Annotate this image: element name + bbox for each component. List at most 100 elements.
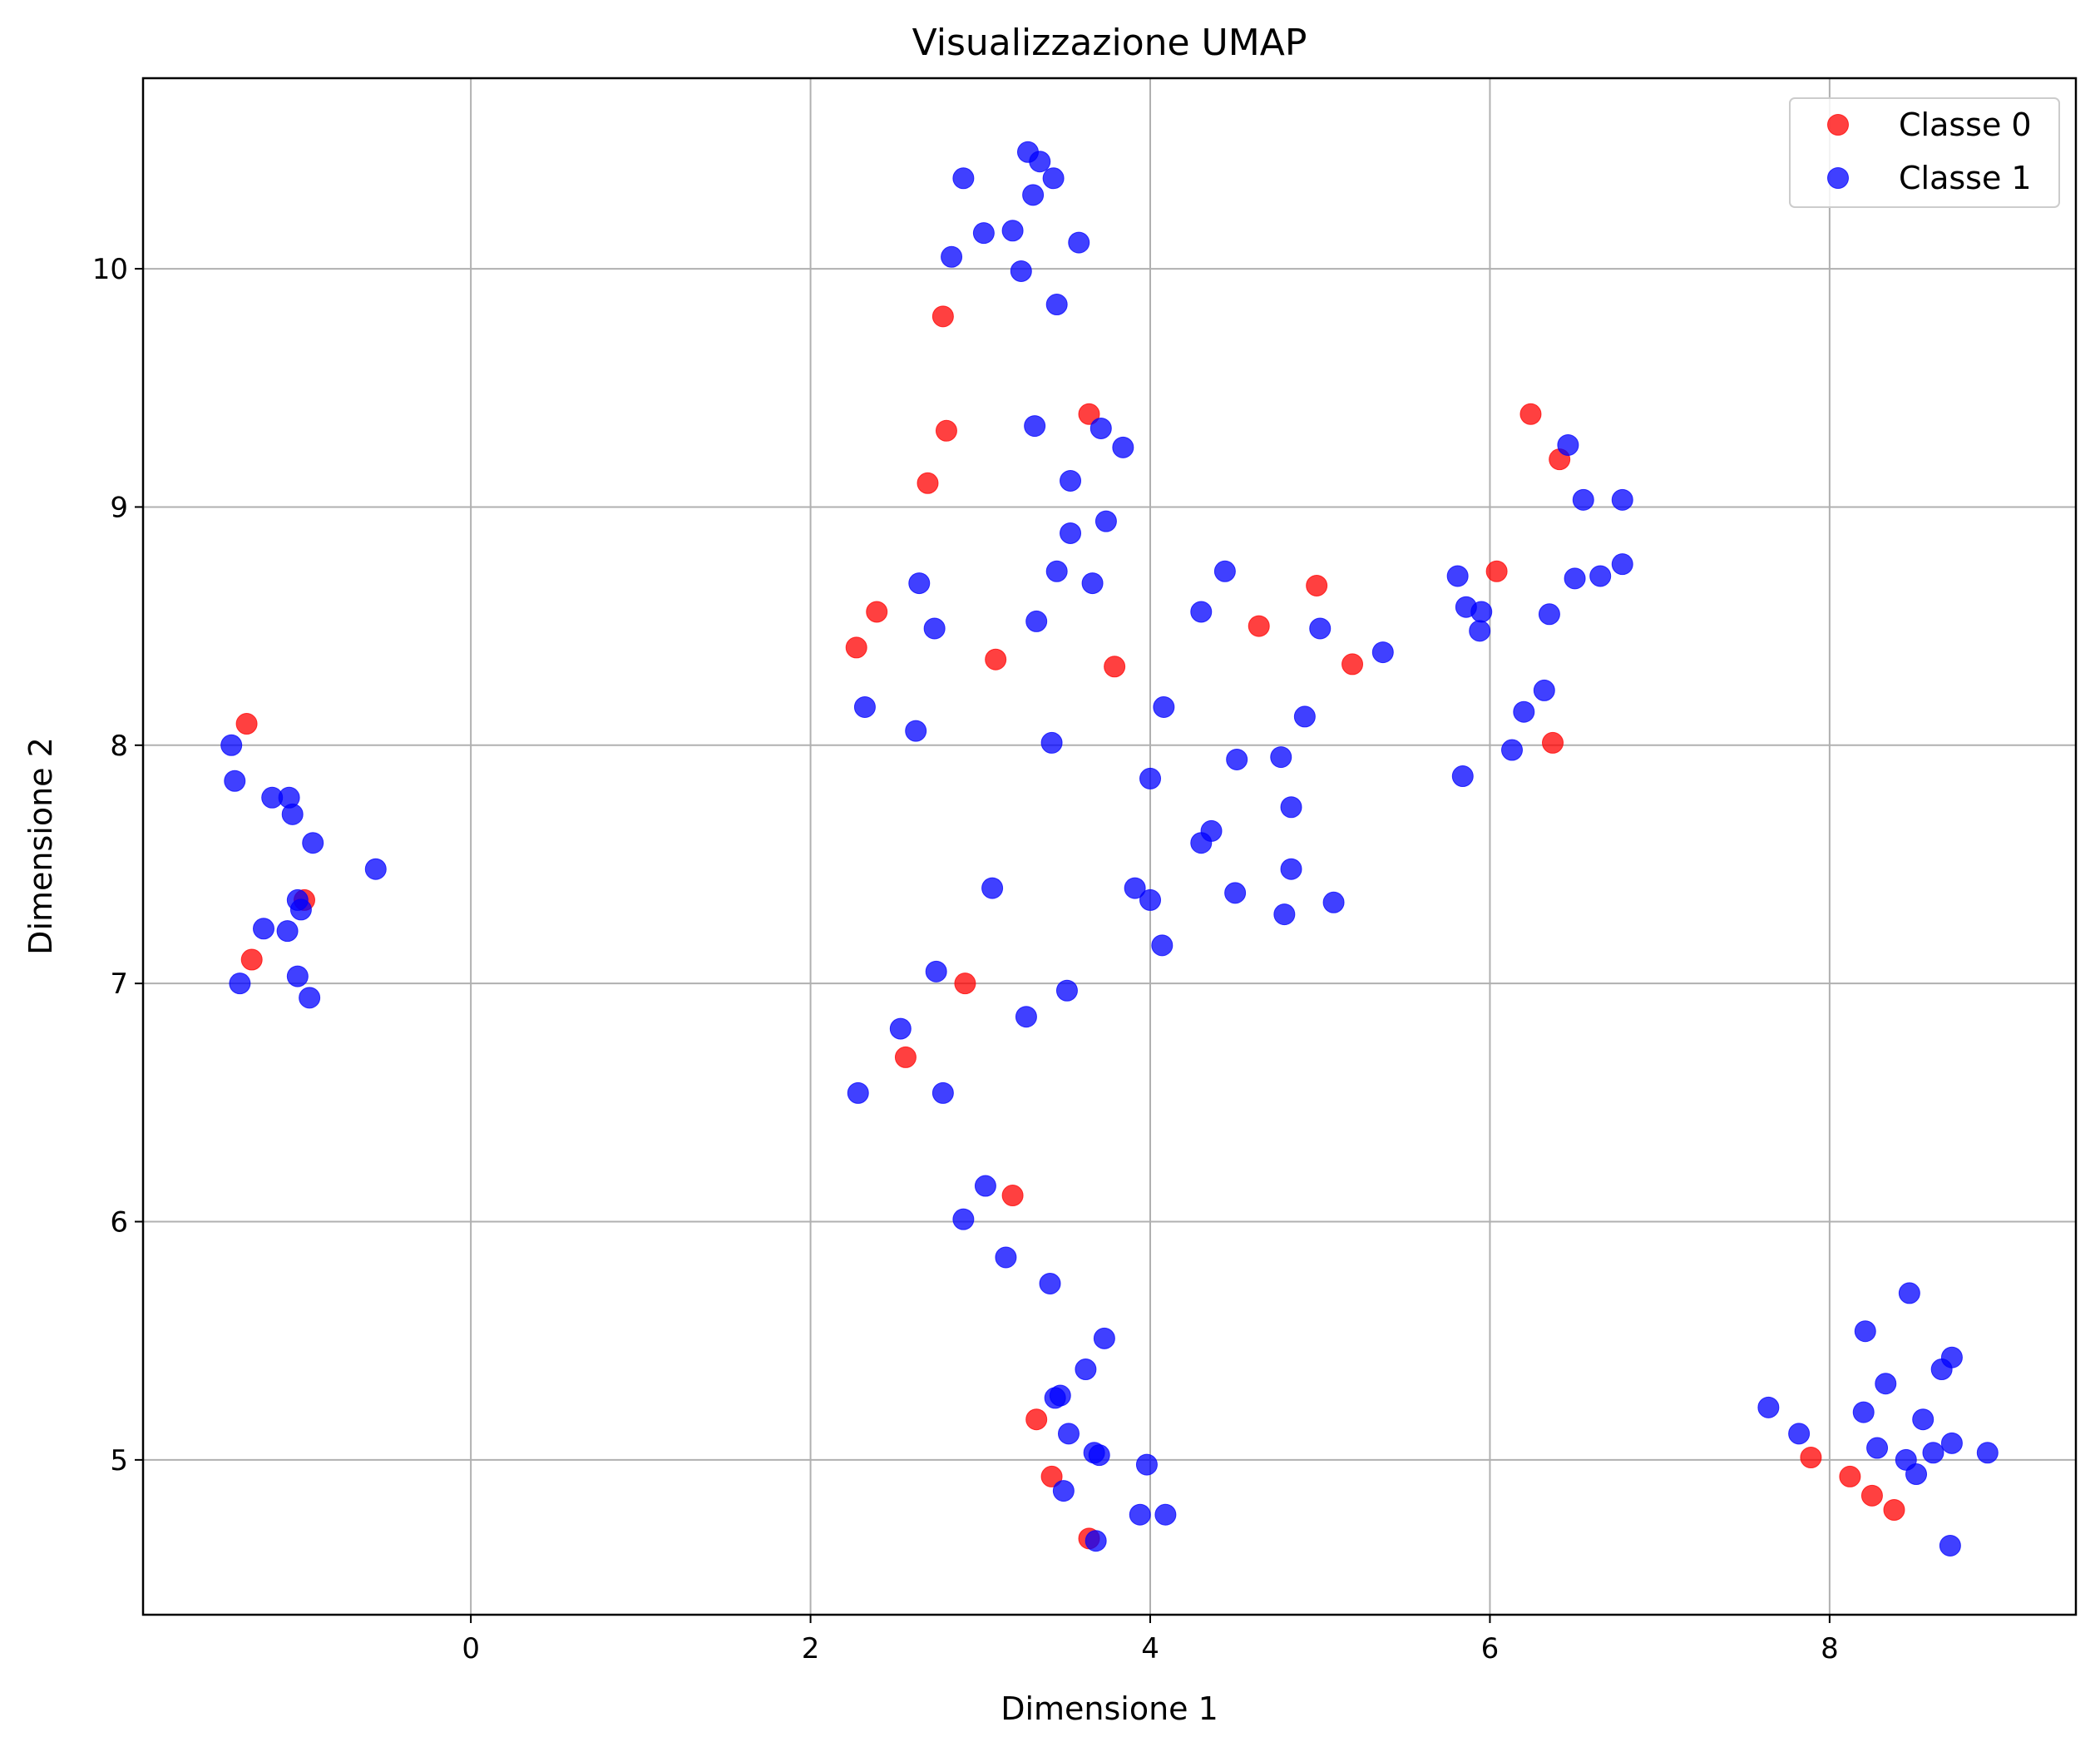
data-point-classe-1 — [276, 920, 299, 943]
x-tick-label: 8 — [1821, 1632, 1839, 1665]
y-tick-label: 8 — [110, 730, 128, 763]
data-point-classe-1 — [1190, 832, 1213, 854]
data-point-classe-1 — [1090, 417, 1112, 439]
data-point-classe-1 — [1446, 565, 1469, 587]
data-point-classe-1 — [1057, 1423, 1080, 1445]
data-point-classe-1 — [229, 972, 251, 995]
data-point-classe-0 — [1860, 1484, 1883, 1507]
data-point-classe-0 — [917, 472, 939, 494]
x-tick-label: 6 — [1481, 1632, 1500, 1665]
data-point-classe-1 — [1513, 700, 1535, 723]
data-point-classe-1 — [995, 1246, 1017, 1269]
data-point-classe-1 — [905, 720, 927, 742]
data-point-classe-0 — [1542, 731, 1564, 754]
y-tick-label: 10 — [92, 253, 128, 286]
data-point-classe-1 — [1190, 601, 1213, 623]
data-point-classe-0 — [1519, 403, 1542, 425]
grid-lines — [143, 78, 2076, 1615]
legend-marker — [1827, 114, 1849, 136]
data-point-classe-1 — [1129, 1503, 1151, 1526]
data-point-classe-0 — [1800, 1447, 1822, 1469]
y-tick-label: 7 — [110, 968, 128, 1001]
data-point-classe-1 — [1154, 1503, 1177, 1526]
data-point-classe-1 — [1040, 731, 1063, 754]
data-point-classe-1 — [1854, 1320, 1876, 1343]
data-point-classe-0 — [935, 419, 957, 442]
data-point-classe-1 — [1153, 695, 1175, 718]
data-point-classe-1 — [1557, 433, 1579, 456]
data-point-classe-0 — [954, 972, 976, 995]
y-tick-label: 6 — [110, 1206, 128, 1240]
data-point-classe-1 — [1611, 553, 1633, 576]
data-point-classe-1 — [1226, 748, 1248, 770]
data-point-classe-1 — [1001, 220, 1024, 242]
data-point-classe-1 — [286, 965, 309, 987]
data-point-classe-1 — [1930, 1359, 1953, 1381]
x-tick-label: 2 — [802, 1632, 820, 1665]
data-point-classe-1 — [1151, 934, 1174, 957]
y-tick-label: 5 — [110, 1444, 128, 1477]
data-point-classe-1 — [1022, 184, 1045, 206]
data-point-classe-1 — [1039, 1272, 1061, 1294]
data-point-classe-1 — [1042, 167, 1065, 190]
data-point-classe-1 — [1912, 1408, 1934, 1431]
data-point-classe-1 — [1898, 1282, 1920, 1304]
data-point-classe-0 — [1001, 1185, 1024, 1207]
data-point-classe-1 — [908, 572, 931, 595]
data-point-classe-1 — [1371, 641, 1394, 664]
data-point-classe-1 — [981, 877, 1004, 899]
data-point-classe-1 — [1015, 1006, 1037, 1028]
data-point-classe-1 — [1470, 601, 1493, 623]
data-point-classe-1 — [1093, 1327, 1115, 1349]
data-point-classe-0 — [1025, 1408, 1048, 1431]
data-point-classe-1 — [1081, 572, 1104, 595]
data-point-classe-1 — [1940, 1432, 1963, 1454]
chart-title: Visualizzazione UMAP — [912, 22, 1307, 64]
data-point-classe-1 — [952, 167, 975, 190]
data-point-classe-1 — [1866, 1437, 1889, 1459]
data-point-classe-1 — [1045, 294, 1068, 316]
data-point-classe-0 — [1883, 1499, 1905, 1522]
data-point-classe-1 — [1044, 1387, 1066, 1409]
data-point-classe-1 — [1213, 560, 1236, 582]
data-point-classe-1 — [1293, 705, 1316, 728]
data-point-classe-1 — [281, 803, 304, 825]
data-point-classe-1 — [302, 832, 324, 854]
data-point-classe-1 — [1757, 1396, 1780, 1418]
data-point-classe-1 — [1788, 1423, 1811, 1445]
data-point-classe-1 — [299, 987, 321, 1009]
data-point-classe-0 — [1248, 615, 1270, 637]
data-point-classe-1 — [1094, 510, 1117, 532]
data-point-classe-1 — [1112, 436, 1134, 458]
data-point-classe-1 — [252, 918, 274, 940]
data-point-classe-1 — [1572, 488, 1594, 511]
y-tick-label: 9 — [110, 491, 128, 524]
data-point-classe-0 — [1078, 403, 1100, 425]
data-point-classe-1 — [853, 695, 876, 718]
data-point-classe-1 — [931, 1081, 954, 1104]
data-point-classe-1 — [1052, 1480, 1075, 1502]
data-point-classe-1 — [1852, 1401, 1875, 1423]
data-point-classe-1 — [847, 1081, 869, 1104]
data-point-classe-1 — [1045, 560, 1068, 582]
data-point-classe-0 — [240, 948, 263, 971]
data-point-classe-1 — [1024, 415, 1046, 438]
legend-marker — [1827, 167, 1849, 189]
data-point-classe-1 — [1469, 620, 1491, 642]
data-point-classe-1 — [889, 1017, 912, 1040]
data-points — [220, 141, 1999, 1556]
data-point-classe-0 — [845, 636, 867, 659]
data-point-classe-1 — [1139, 767, 1162, 789]
data-point-classe-1 — [1273, 903, 1296, 926]
data-point-classe-1 — [1088, 1444, 1110, 1467]
data-point-classe-1 — [1124, 877, 1146, 899]
data-point-classe-1 — [220, 734, 243, 756]
data-point-classe-0 — [235, 713, 258, 735]
data-point-classe-1 — [1939, 1534, 1961, 1556]
data-point-classe-0 — [894, 1046, 917, 1068]
data-point-classe-1 — [1905, 1463, 1928, 1486]
data-point-classe-1 — [1068, 231, 1090, 254]
data-point-classe-1 — [1280, 858, 1302, 880]
